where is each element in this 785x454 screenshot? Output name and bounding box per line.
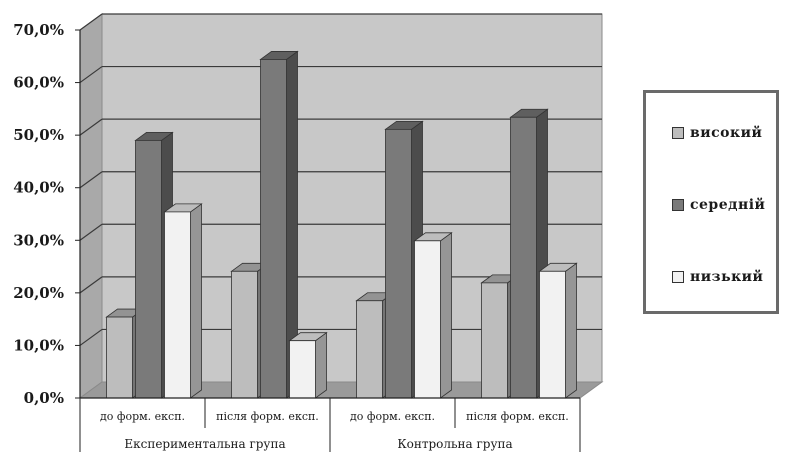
legend-item-high: високий xyxy=(672,125,762,141)
legend-item-medium: середній xyxy=(672,197,765,213)
x-category-label: до форм. експ. xyxy=(350,410,435,423)
legend-label-high: високий xyxy=(690,125,763,141)
bar xyxy=(163,203,203,399)
gridline-side xyxy=(79,66,103,84)
bar-front xyxy=(356,300,383,399)
legend-swatch-low xyxy=(672,271,684,283)
gridline-side xyxy=(79,223,103,241)
legend-label-medium: середній xyxy=(690,197,766,213)
y-tick-label: 50,0% xyxy=(13,126,64,144)
legend-swatch-medium xyxy=(672,199,684,211)
bar-front xyxy=(414,240,441,399)
x-category-label: до форм. експ. xyxy=(100,410,185,423)
bar-side xyxy=(190,203,202,399)
x-group-label: Контрольна група xyxy=(397,437,512,451)
y-tick-label: 40,0% xyxy=(13,179,64,197)
bar-front xyxy=(385,128,412,399)
bar xyxy=(288,331,328,399)
bar-side xyxy=(440,232,452,399)
side-wall xyxy=(79,13,103,399)
x-group-label: Експериментальна група xyxy=(124,437,285,451)
y-tick-label: 0,0% xyxy=(24,389,64,407)
gridline-side xyxy=(79,276,103,294)
y-tick-label: 20,0% xyxy=(13,284,64,302)
y-tick-label: 60,0% xyxy=(13,74,64,92)
bar-front xyxy=(231,270,258,399)
y-tick-label: 30,0% xyxy=(13,231,64,249)
y-tick-label: 70,0% xyxy=(13,21,64,39)
bar-front xyxy=(164,211,191,399)
gridline-side xyxy=(79,13,103,31)
x-category-label: після форм. експ. xyxy=(216,410,319,423)
gridline-side xyxy=(79,328,103,346)
gridline-side xyxy=(79,118,103,136)
bar-front xyxy=(135,139,162,399)
legend-swatch-high xyxy=(672,127,684,139)
bar-front xyxy=(260,59,287,399)
legend: високий середній низький xyxy=(643,90,779,314)
bar-side xyxy=(315,331,327,399)
bar xyxy=(538,262,578,399)
legend-item-low: низький xyxy=(672,269,763,285)
bar-front xyxy=(481,282,508,399)
gridline-side xyxy=(79,171,103,189)
bar-front xyxy=(106,316,133,399)
bar-front xyxy=(539,270,566,399)
bar xyxy=(413,232,453,399)
bar-front xyxy=(289,340,316,399)
legend-label-low: низький xyxy=(690,269,764,285)
bar-side xyxy=(565,262,577,399)
bar-front xyxy=(510,116,537,399)
y-tick-label: 10,0% xyxy=(13,336,64,354)
x-category-label: після форм. експ. xyxy=(466,410,569,423)
bar xyxy=(259,50,299,399)
